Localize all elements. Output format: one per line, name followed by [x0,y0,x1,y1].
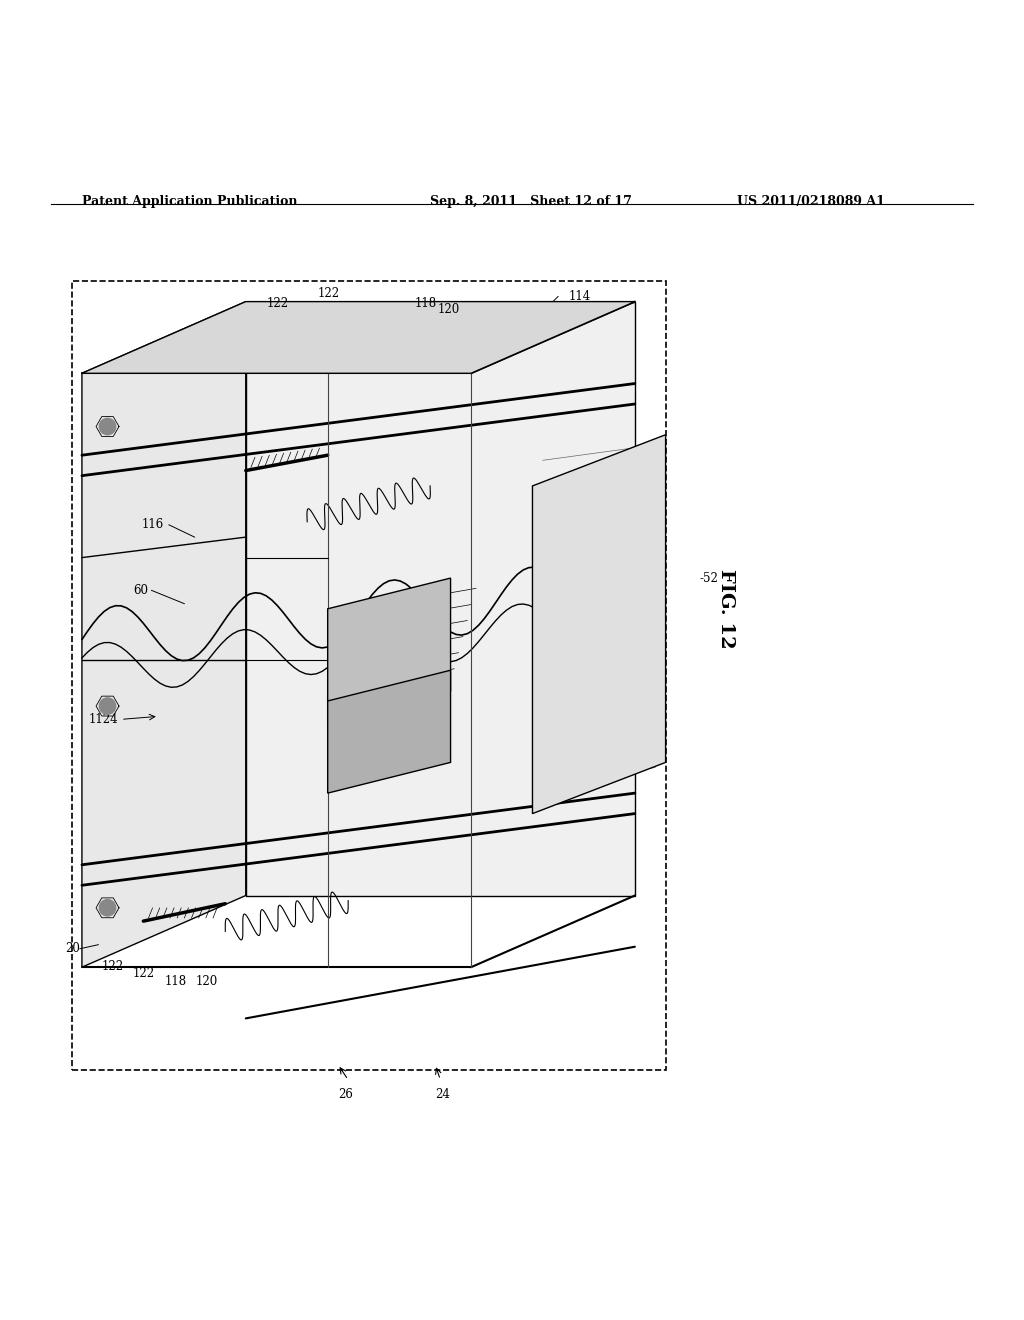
Text: 120: 120 [196,975,218,989]
Text: 1124: 1124 [88,713,118,726]
Text: 118: 118 [415,297,437,310]
Text: Patent Application Publication: Patent Application Publication [82,195,297,209]
Text: 60: 60 [133,583,148,597]
Text: US 2011/0218089 A1: US 2011/0218089 A1 [737,195,885,209]
Text: 24: 24 [435,1088,450,1101]
Text: 122: 122 [317,286,340,300]
Polygon shape [82,301,246,968]
Text: 20: 20 [65,942,80,956]
Text: FIG. 12: FIG. 12 [717,569,735,648]
Text: 114: 114 [568,290,591,304]
FancyBboxPatch shape [72,281,666,1069]
Text: -52: -52 [699,572,718,585]
Text: 120: 120 [437,304,460,317]
Polygon shape [246,301,635,895]
Text: 122: 122 [132,968,155,981]
Text: 116: 116 [141,519,164,532]
Circle shape [99,900,116,916]
Polygon shape [532,434,666,813]
Polygon shape [328,671,451,793]
Polygon shape [328,578,451,722]
Circle shape [99,418,116,434]
Text: 26: 26 [339,1088,353,1101]
Text: 118: 118 [165,975,187,989]
Text: Sep. 8, 2011   Sheet 12 of 17: Sep. 8, 2011 Sheet 12 of 17 [430,195,632,209]
Circle shape [99,698,116,714]
Text: 122: 122 [101,960,124,973]
Text: 122: 122 [266,297,289,310]
Polygon shape [82,301,635,374]
